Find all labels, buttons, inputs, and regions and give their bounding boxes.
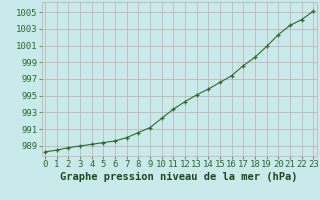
X-axis label: Graphe pression niveau de la mer (hPa): Graphe pression niveau de la mer (hPa) bbox=[60, 172, 298, 182]
